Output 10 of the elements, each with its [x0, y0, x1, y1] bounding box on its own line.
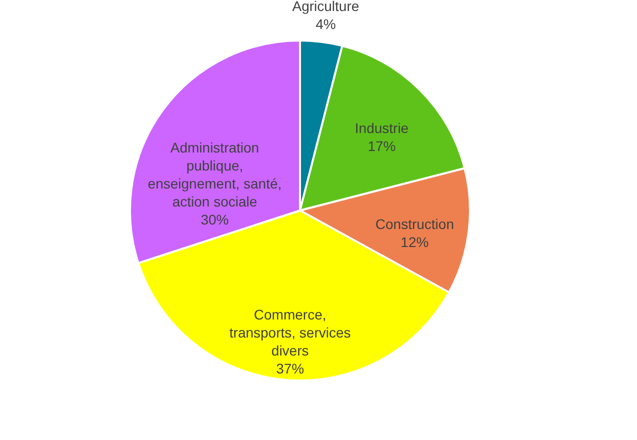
data-label: 12%	[400, 234, 429, 250]
slice-label: Agriculture	[292, 0, 360, 14]
data-label: 37%	[276, 360, 304, 376]
slice-label: Administration publique, enseignement, santé, action sociale	[148, 140, 282, 210]
slice-label: Industrie	[354, 120, 409, 136]
slice-label: Commerce, transports, services divers	[229, 306, 351, 358]
slice-label: Construction	[375, 216, 454, 232]
data-label: 17%	[368, 138, 396, 154]
data-label: 30%	[200, 212, 229, 228]
data-label: 4%	[316, 16, 336, 32]
